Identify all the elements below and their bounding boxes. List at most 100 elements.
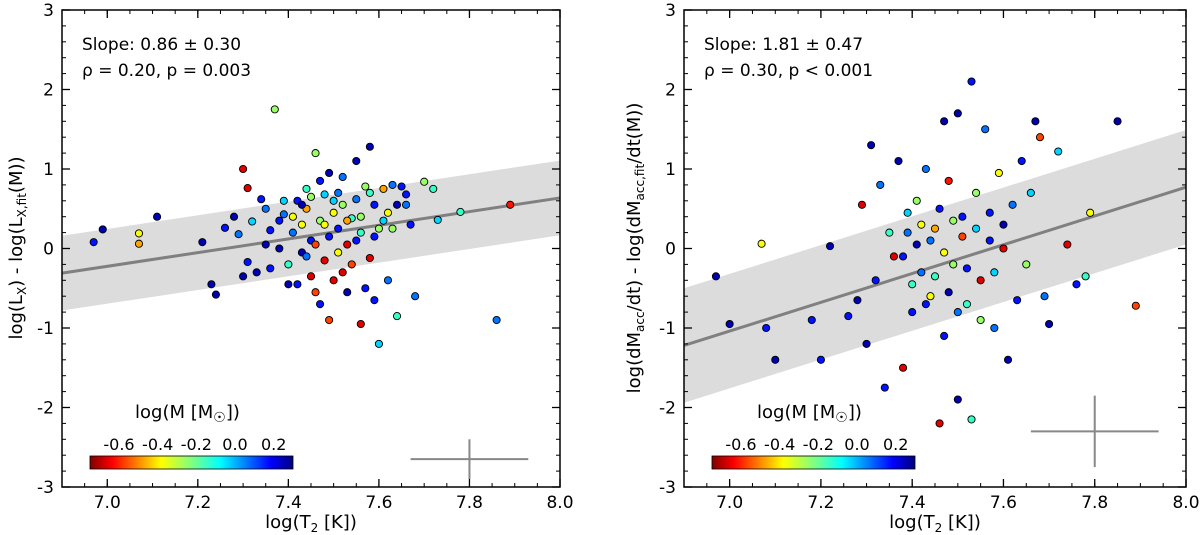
error-cross-left: [410, 439, 529, 480]
data-point: [871, 276, 880, 285]
data-point: [392, 200, 402, 209]
rho-annotation-right: ρ = 0.30, p < 0.001: [704, 61, 873, 81]
x-tick-label: 7.2: [184, 493, 211, 513]
data-point: [976, 276, 985, 285]
error-cross-right: [1030, 395, 1159, 468]
data-point: [343, 288, 352, 297]
y-tick-label: 3: [665, 1, 676, 21]
data-point: [134, 229, 144, 238]
data-point: [293, 280, 302, 289]
data-point: [940, 248, 949, 257]
data-point: [953, 109, 962, 118]
data-point: [420, 177, 429, 186]
data-point: [912, 196, 921, 205]
data-point: [329, 208, 338, 217]
y-tick-label: -3: [659, 478, 676, 498]
data-point: [944, 288, 953, 297]
panel-right: 7.0 7.2 7.4 7.6 7.8 8.0 -3 -2 -1 0 1 2 3 Slope: 1.81…: [624, 1, 1200, 535]
data-point: [316, 300, 325, 309]
data-point: [908, 308, 917, 317]
data-point: [862, 339, 871, 348]
y-tick-label: 1: [665, 160, 676, 180]
data-point: [383, 208, 393, 217]
data-point: [306, 272, 316, 281]
data-point: [320, 220, 329, 229]
data-point: [356, 319, 365, 329]
data-point: [411, 292, 420, 301]
x-axis-label-right: log(T2 [K]): [889, 512, 981, 535]
data-point: [885, 228, 894, 237]
data-point: [940, 117, 949, 126]
y-tick-label: 0: [43, 240, 54, 260]
rho-annotation-left: ρ = 0.20, p = 0.003: [82, 61, 251, 81]
data-point: [257, 195, 266, 204]
data-point: [1026, 188, 1035, 197]
x-tick-label: 7.6: [990, 493, 1017, 513]
y-tick-label: -1: [37, 319, 54, 339]
data-point: [261, 240, 270, 249]
data-point: [234, 230, 243, 239]
data-point: [1008, 200, 1017, 209]
data-point: [334, 224, 343, 233]
data-point: [325, 315, 334, 325]
y-axis-label-right: log(dMacc/dt) - log(dMacc,fit/dt(M)): [624, 103, 647, 394]
colorbar-right: [711, 455, 916, 470]
data-point: [356, 212, 365, 221]
data-point: [352, 156, 361, 166]
data-point: [921, 300, 930, 309]
data-point: [1040, 292, 1049, 301]
data-point: [857, 200, 867, 209]
data-point: [89, 238, 98, 247]
data-point: [306, 192, 316, 201]
data-point: [266, 226, 275, 235]
data-point: [917, 268, 926, 277]
y-tick-label: 1: [43, 160, 54, 180]
data-point: [198, 238, 207, 247]
x-tick-label: 7.2: [807, 493, 834, 513]
data-point: [329, 196, 338, 205]
data-points-right: [711, 77, 1140, 428]
colorbar-tick-label: -0.4: [142, 435, 173, 454]
data-point: [352, 195, 361, 204]
data-point: [825, 242, 835, 251]
data-point: [288, 212, 297, 221]
data-point: [284, 260, 293, 269]
data-point: [985, 236, 994, 245]
axis-ticks-left: 7.0 7.2 7.4 7.6 7.8 8.0 -3 -2 -1 0 1 2 3: [37, 1, 573, 513]
y-tick-label: 2: [665, 81, 676, 101]
data-point: [388, 180, 397, 189]
y-tick-label: 3: [43, 1, 54, 21]
data-point: [1017, 156, 1026, 166]
x-tick-label: 7.4: [275, 493, 302, 513]
data-point: [365, 253, 374, 263]
colorbar-tick-label: 0.2: [261, 435, 286, 454]
data-point: [1131, 301, 1140, 310]
data-point: [921, 164, 930, 174]
data-point: [397, 182, 406, 191]
data-point: [320, 190, 329, 199]
colorbar-tick-label: -0.2: [803, 435, 834, 454]
data-point: [816, 355, 825, 364]
slope-annotation-right: Slope: 1.81 ± 0.47: [704, 35, 863, 55]
y-tick-label: -1: [659, 319, 676, 339]
colorbar-tick-label: 0.0: [844, 435, 869, 454]
data-point: [239, 164, 248, 174]
data-point: [1054, 147, 1063, 156]
data-point: [757, 239, 766, 248]
data-point: [429, 184, 438, 193]
data-point: [284, 280, 293, 289]
slope-annotation-left: Slope: 0.86 ± 0.30: [82, 35, 241, 55]
data-point: [953, 308, 962, 317]
y-axis-label-left: log(LX) - log(LX,fit(M)): [6, 156, 29, 339]
data-point: [279, 196, 288, 205]
data-point: [316, 176, 325, 185]
data-point: [370, 200, 379, 209]
data-point: [297, 200, 306, 209]
x-tick-label: 8.0: [1172, 493, 1199, 513]
axis-ticks-right: 7.0 7.2 7.4 7.6 7.8 8.0 -3 -2 -1 0 1 2 3: [659, 1, 1199, 513]
data-point: [1081, 272, 1090, 281]
data-point: [899, 252, 908, 261]
data-point: [908, 280, 917, 289]
data-point: [266, 264, 275, 273]
data-point: [361, 182, 370, 191]
